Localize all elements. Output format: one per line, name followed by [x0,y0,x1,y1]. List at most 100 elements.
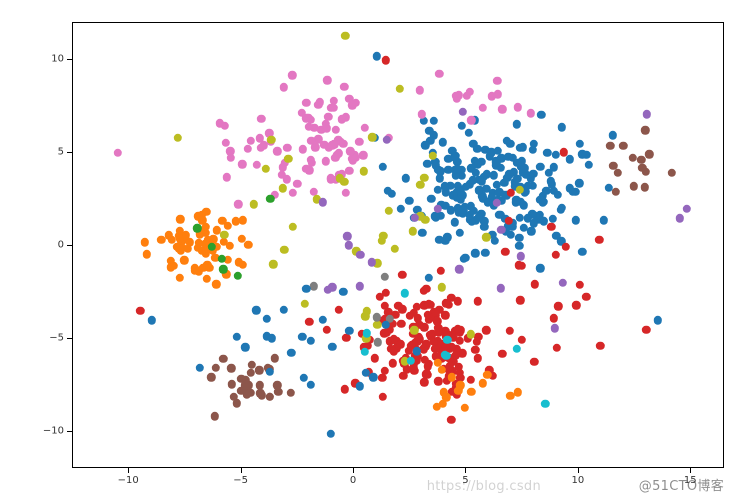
scatter-point [173,133,181,141]
scatter-point [212,280,220,288]
scatter-point [279,184,287,192]
chart-container: https://blog.csdn @51CTO博客 −10−5051015−1… [0,0,746,504]
scatter-point [576,140,584,148]
scatter-point [554,302,562,310]
scatter-point [227,364,235,372]
scatter-point [340,83,348,91]
scatter-point [527,109,535,117]
scatter-point [552,251,560,259]
scatter-point [474,354,482,362]
scatter-point [536,264,544,272]
scatter-point [629,154,637,162]
x-tick-mark [241,468,242,473]
scatter-point [286,389,294,397]
scatter-point [241,343,249,351]
scatter-point [335,306,343,314]
scatter-point [360,167,368,175]
scatter-point [559,278,567,286]
scatter-point [513,174,521,182]
scatter-point [323,124,331,132]
scatter-point [266,368,274,376]
scatter-point [409,227,417,235]
scatter-point [609,131,617,139]
scatter-point [530,357,538,365]
x-tick-label: −10 [118,475,139,486]
scatter-point [549,163,557,171]
scatter-point [212,364,220,372]
scatter-point [562,243,570,251]
scatter-point [397,340,405,348]
scatter-point [471,345,479,353]
scatter-point [227,153,235,161]
scatter-point [356,282,364,290]
scatter-point [330,104,338,112]
scatter-point [298,333,306,341]
scatter-point [543,148,551,156]
scatter-point [468,176,476,184]
scatter-point [397,205,405,213]
scatter-point [512,120,520,128]
scatter-point [606,141,614,149]
scatter-point [550,324,558,332]
scatter-point [668,169,676,177]
scatter-point [566,155,574,163]
scatter-point [287,349,295,357]
scatter-point [399,372,407,380]
scatter-point [332,126,340,134]
scatter-point [184,244,192,252]
scatter-point [267,136,275,144]
scatter-point [263,315,271,323]
scatter-point [316,98,324,106]
scatter-point [460,255,468,263]
y-tick-mark [67,338,72,339]
scatter-point [333,151,341,159]
scatter-point [595,236,603,244]
scatter-point [372,52,380,60]
scatter-point [422,342,430,350]
scatter-point [157,235,165,243]
x-tick-mark [690,468,691,473]
scatter-point [493,90,501,98]
scatter-point [397,320,405,328]
scatter-point [619,142,627,150]
x-tick-label: 10 [571,475,584,486]
scatter-point [384,207,392,215]
scatter-point [378,374,386,382]
scatter-point [642,168,650,176]
y-tick-label: 0 [58,240,64,251]
scatter-point [379,392,387,400]
scatter-point [514,388,522,396]
scatter-point [176,215,184,223]
scatter-point [381,273,389,281]
scatter-point [374,338,382,346]
watermark-right: @51CTO博客 [639,475,724,494]
scatter-point [653,316,661,324]
scatter-point [234,200,242,208]
scatter-point [250,200,258,208]
scatter-point [506,327,514,335]
scatter-point [514,103,522,111]
scatter-point [257,115,265,123]
scatter-point [244,240,252,248]
y-tick-label: 10 [51,54,64,65]
scatter-point [596,341,604,349]
scatter-point [405,197,413,205]
scatter-point [553,343,561,351]
scatter-point [369,373,377,381]
scatter-point [629,182,637,190]
scatter-point [266,195,274,203]
scatter-point [371,354,379,362]
scatter-point [642,325,650,333]
scatter-point [481,249,489,257]
scatter-point [305,318,313,326]
scatter-point [238,216,246,224]
scatter-point [450,218,458,226]
scatter-point [293,180,301,188]
scatter-point [490,171,498,179]
scatter-point [537,111,545,119]
y-tick-mark [67,59,72,60]
scatter-point [466,376,474,384]
scatter-point [541,400,549,408]
scatter-point [373,320,381,328]
scatter-point [645,150,653,158]
